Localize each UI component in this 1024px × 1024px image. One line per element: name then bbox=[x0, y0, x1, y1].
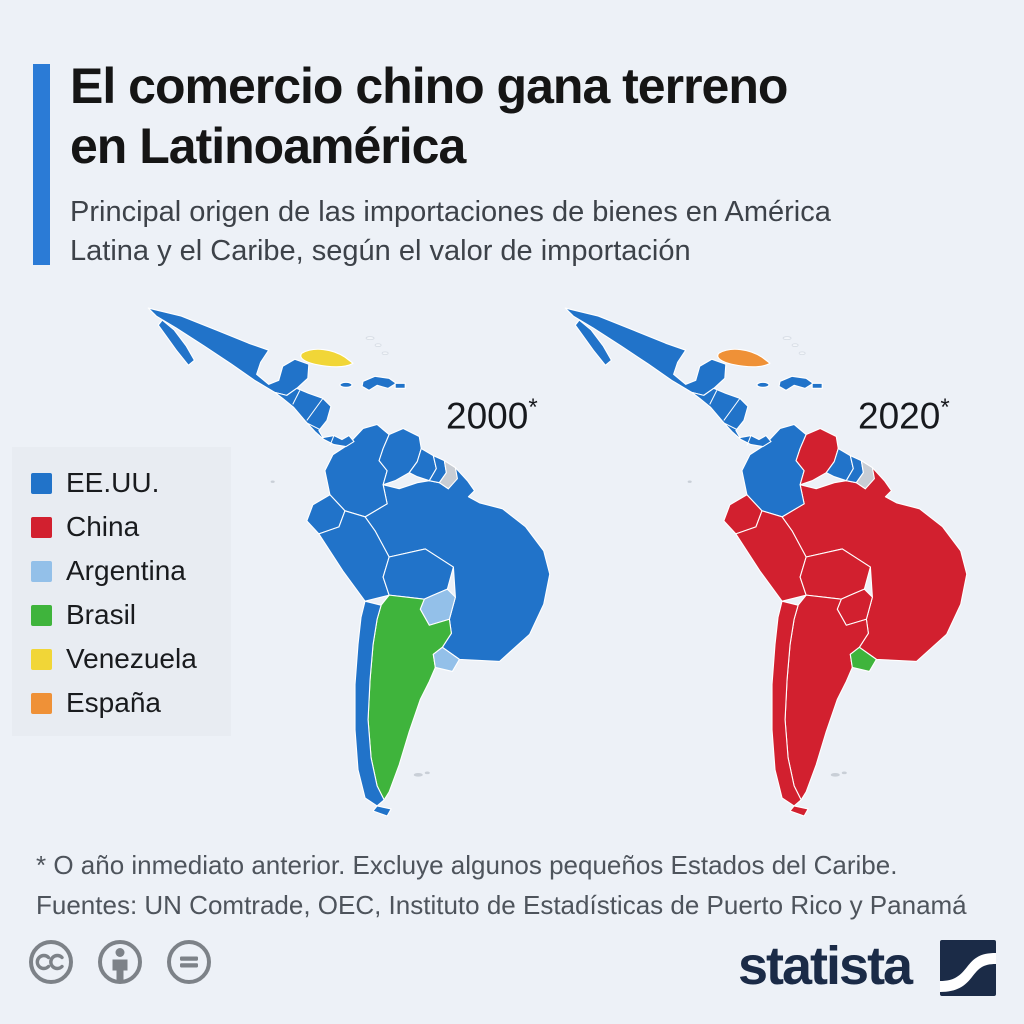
country-puerto-rico bbox=[811, 382, 823, 389]
central-america-inner-borders bbox=[709, 390, 752, 446]
minor-islands bbox=[270, 336, 430, 777]
statista-brand[interactable]: statista bbox=[738, 936, 913, 996]
statista-logo-icon[interactable] bbox=[940, 940, 996, 996]
subtitle-line-2: Latina y el Caribe, según el valor de im… bbox=[70, 235, 691, 267]
map-2000 bbox=[136, 298, 568, 820]
legend-label: España bbox=[66, 687, 161, 718]
footnote: * O año inmediato anterior. Excluye algu… bbox=[36, 845, 986, 925]
legend-label: China bbox=[66, 511, 140, 542]
legend-item-china: China bbox=[31, 511, 231, 542]
region-central-america bbox=[274, 387, 355, 448]
legend-item-brasil: Brasil bbox=[31, 599, 231, 630]
country-venezuela bbox=[378, 427, 422, 486]
country-puerto-rico bbox=[394, 382, 406, 389]
year-label-2020: 2020* bbox=[858, 394, 950, 437]
title-accent-bar bbox=[33, 64, 50, 265]
legend-item-venezuela: Venezuela bbox=[31, 643, 231, 674]
legend-swatch-argentina bbox=[31, 560, 52, 582]
country-mexico bbox=[564, 307, 727, 396]
creative-commons-icon[interactable] bbox=[27, 938, 75, 986]
legend-label: Argentina bbox=[66, 555, 186, 586]
country-uruguay bbox=[432, 646, 460, 672]
legend-swatch-china bbox=[31, 516, 52, 538]
license-icons bbox=[27, 938, 234, 986]
no-derivatives-icon[interactable] bbox=[165, 938, 213, 986]
baja-california-peninsula bbox=[157, 319, 195, 366]
legend-label: Venezuela bbox=[66, 643, 197, 674]
legend-swatch-eeuu bbox=[31, 472, 52, 494]
country-argentina bbox=[367, 594, 452, 801]
footnote-marker: * bbox=[940, 394, 950, 421]
legend-item-eeuu: EE.UU. bbox=[31, 467, 231, 498]
footnote-marker: * bbox=[528, 394, 538, 421]
country-jamaica bbox=[756, 381, 770, 388]
country-venezuela bbox=[795, 427, 839, 486]
central-america-inner-borders bbox=[292, 390, 335, 446]
legend-swatch-brasil bbox=[31, 604, 52, 626]
small-gray-islands bbox=[687, 480, 847, 777]
country-argentina bbox=[784, 594, 869, 801]
legend-label: Brasil bbox=[66, 599, 137, 630]
bahamas-islands bbox=[782, 336, 806, 355]
bahamas-islands bbox=[365, 336, 389, 355]
country-cuba bbox=[300, 348, 354, 368]
map-2020 bbox=[553, 298, 985, 820]
island-hispaniola bbox=[778, 375, 814, 391]
latin-america-map bbox=[147, 307, 551, 817]
title-line-2: en Latinoamérica bbox=[70, 118, 466, 174]
country-tierra-del-fuego bbox=[789, 805, 809, 817]
subtitle-line-1: Principal origen de las importaciones de… bbox=[70, 196, 831, 228]
title-line-1: El comercio chino gana terreno bbox=[70, 58, 788, 114]
legend-item-argentina: Argentina bbox=[31, 555, 231, 586]
country-cuba bbox=[717, 348, 771, 368]
minor-islands bbox=[687, 336, 847, 777]
small-gray-islands bbox=[270, 480, 430, 777]
island-hispaniola bbox=[361, 375, 397, 391]
year-label-2000: 2000* bbox=[446, 394, 538, 437]
country-chile bbox=[771, 600, 802, 807]
country-french-guiana bbox=[438, 460, 458, 490]
legend-item-espana: España bbox=[31, 687, 231, 718]
page-subtitle: Principal origen de las importaciones de… bbox=[70, 193, 1000, 271]
attribution-icon[interactable] bbox=[96, 938, 144, 986]
country-jamaica bbox=[339, 381, 353, 388]
page-title: El comercio chino gana terreno en Latino… bbox=[70, 56, 1000, 176]
region-central-america bbox=[691, 387, 772, 448]
footnote-line-1: * O año inmediato anterior. Excluye algu… bbox=[36, 850, 898, 880]
country-mexico bbox=[147, 307, 310, 396]
legend-swatch-venezuela bbox=[31, 648, 52, 670]
legend: EE.UU. China Argentina Brasil Venezuela … bbox=[12, 447, 231, 736]
statista-wordmark: statista bbox=[738, 936, 913, 996]
sources-line: Fuentes: UN Comtrade, OEC, Instituto de … bbox=[36, 890, 967, 920]
country-chile bbox=[354, 600, 385, 807]
latin-america-map bbox=[564, 307, 968, 817]
baja-california-peninsula bbox=[574, 319, 612, 366]
legend-swatch-espana bbox=[31, 692, 52, 714]
country-tierra-del-fuego bbox=[372, 805, 392, 817]
country-french-guiana bbox=[855, 460, 875, 490]
country-uruguay bbox=[849, 646, 877, 672]
legend-label: EE.UU. bbox=[66, 467, 160, 498]
